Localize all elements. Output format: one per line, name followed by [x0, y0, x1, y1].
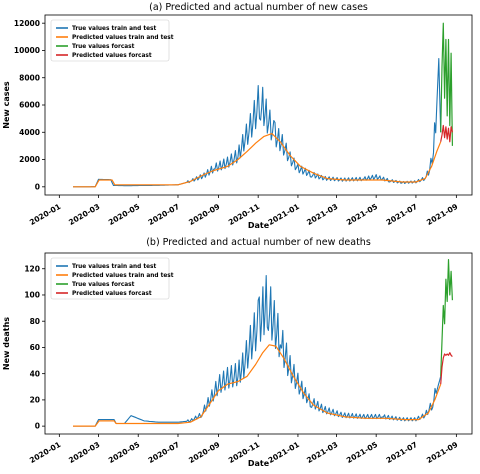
legend: True values train and test Predicted valu… — [50, 19, 174, 62]
y-tick-label: 80 — [30, 317, 40, 326]
x-tick-label: 2020-01 — [28, 440, 62, 465]
x-axis-label: Date — [248, 221, 270, 230]
x-tick-label: 2021-09 — [425, 440, 459, 465]
x-tick-label: 2020-09 — [187, 202, 221, 227]
legend-entry-label: Predicted values train and test — [72, 35, 174, 41]
x-tick-label: 2021-07 — [385, 202, 419, 227]
x-tick-label: 2021-01 — [267, 440, 301, 465]
legend-entry-label: Predicted values train and test — [72, 273, 174, 279]
series-line-pred-train-test — [73, 133, 442, 188]
series-line-pred-forecast — [440, 352, 453, 385]
x-tick-label: 2020-03 — [67, 440, 101, 465]
x-tick-label: 2021-09 — [425, 202, 459, 227]
x-axis-label: Date — [248, 459, 270, 468]
x-tick-label: 2020-05 — [107, 440, 141, 465]
y-axis-label: New deaths — [2, 317, 11, 370]
x-tick-label: 2021-07 — [385, 440, 419, 465]
series-line-true-train-test — [73, 58, 442, 188]
series-line-true-forecast — [440, 22, 453, 146]
y-tick-label: 20 — [30, 395, 40, 404]
y-tick-label: 12000 — [14, 19, 40, 28]
series-line-true-train-test — [73, 275, 442, 427]
legend-box — [50, 257, 170, 300]
x-tick-label: 2021-03 — [305, 440, 339, 465]
chart-panel-1: (a) Predicted and actual number of new c… — [2, 2, 473, 230]
y-tick-label: 40 — [30, 369, 40, 378]
x-tick-label: 2021-03 — [305, 202, 339, 227]
y-tick-label: 100 — [24, 291, 40, 300]
legend-entry-label: True values forcast — [72, 282, 135, 288]
x-tick-label: 2021-05 — [345, 202, 379, 227]
series-line-pred-train-test — [73, 344, 442, 427]
y-tick-label: 0 — [35, 422, 40, 431]
y-tick-label: 0 — [35, 182, 40, 191]
x-tick-label: 2020-03 — [67, 202, 101, 227]
x-tick-label: 2021-01 — [267, 202, 301, 227]
series-line-pred-forecast — [440, 124, 453, 143]
x-tick-label: 2020-09 — [187, 440, 221, 465]
legend-entry-label: True values forcast — [72, 44, 135, 50]
y-tick-label: 120 — [24, 264, 40, 273]
x-tick-label: 2020-07 — [147, 202, 181, 227]
y-axis-label: New cases — [2, 81, 11, 129]
chart-title: (b) Predicted and actual number of new d… — [146, 237, 371, 248]
y-tick-label: 10000 — [14, 46, 40, 55]
series-line-true-forecast — [440, 259, 453, 377]
legend-entry-label: Predicted values forcast — [72, 291, 152, 297]
y-tick-label: 8000 — [19, 73, 40, 82]
y-tick-label: 60 — [30, 343, 40, 352]
x-tick-label: 2020-07 — [147, 440, 181, 465]
legend-entry-label: Predicted values forcast — [72, 53, 152, 59]
legend: True values train and test Predicted valu… — [50, 257, 174, 300]
x-tick-label: 2021-05 — [345, 440, 379, 465]
x-tick-label: 2020-05 — [107, 202, 141, 227]
legend-entry-label: True values train and test — [72, 26, 156, 32]
y-tick-label: 6000 — [19, 101, 40, 110]
chart-panel-2: (b) Predicted and actual number of new d… — [2, 237, 473, 468]
y-tick-label: 2000 — [19, 155, 40, 164]
x-tick-label: 2020-01 — [28, 202, 62, 227]
y-tick-label: 4000 — [19, 128, 40, 137]
legend-entry-label: True values train and test — [72, 264, 156, 270]
chart-title: (a) Predicted and actual number of new c… — [149, 2, 368, 13]
legend-box — [50, 19, 170, 62]
